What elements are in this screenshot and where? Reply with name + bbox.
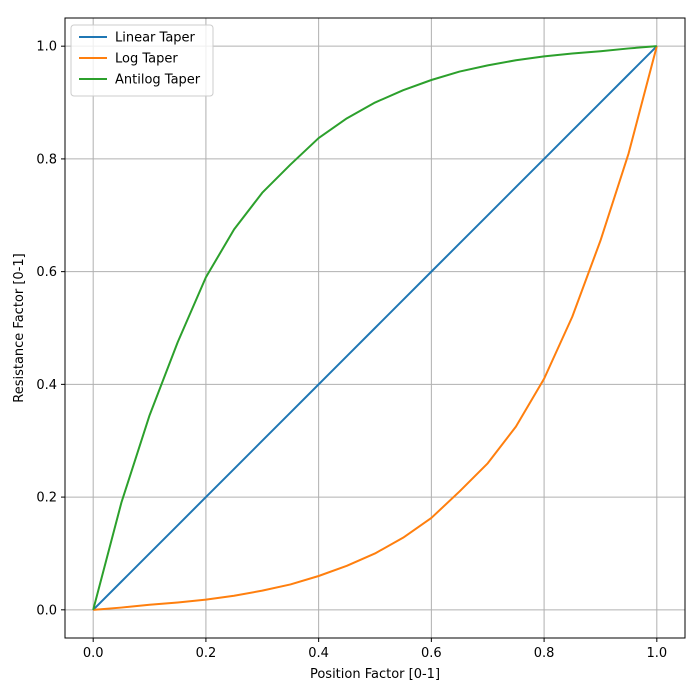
series-line-2 (92, 45, 657, 611)
series-line-1 (93, 45, 658, 611)
x-tick-label: 0.2 (196, 646, 217, 661)
y-axis-label: Resistance Factor [0-1] (12, 253, 27, 403)
x-tick-label: 0.0 (83, 646, 104, 661)
axis-ticks: 0.0 0.2 0.4 0.6 0.8 1.0 0.0 0.2 0.4 0.6 0.8 1.0 (36, 40, 667, 661)
series-group (92, 45, 658, 611)
x-tick-label: 0.6 (421, 646, 442, 661)
legend-label: Linear Taper (115, 31, 196, 46)
plot-frame (64, 17, 686, 639)
legend-label: Antilog Taper (115, 73, 201, 88)
x-axis-label: Position Factor [0-1] (310, 667, 440, 682)
y-tick-label: 0.2 (36, 491, 57, 506)
legend: Linear Taper Log Taper Antilog Taper (70, 24, 214, 97)
grid (65, 18, 685, 638)
y-tick-label: 0.4 (36, 378, 57, 393)
y-tick-label: 0.8 (36, 152, 57, 167)
y-tick-label: 0.0 (36, 603, 57, 618)
x-tick-label: 1.0 (646, 646, 667, 661)
series-line-0 (92, 45, 658, 611)
x-tick-label: 0.4 (308, 646, 329, 661)
x-tick-label: 0.8 (534, 646, 555, 661)
legend-label: Log Taper (115, 52, 178, 67)
y-tick-label: 1.0 (36, 40, 57, 55)
y-tick-label: 0.6 (36, 265, 57, 280)
